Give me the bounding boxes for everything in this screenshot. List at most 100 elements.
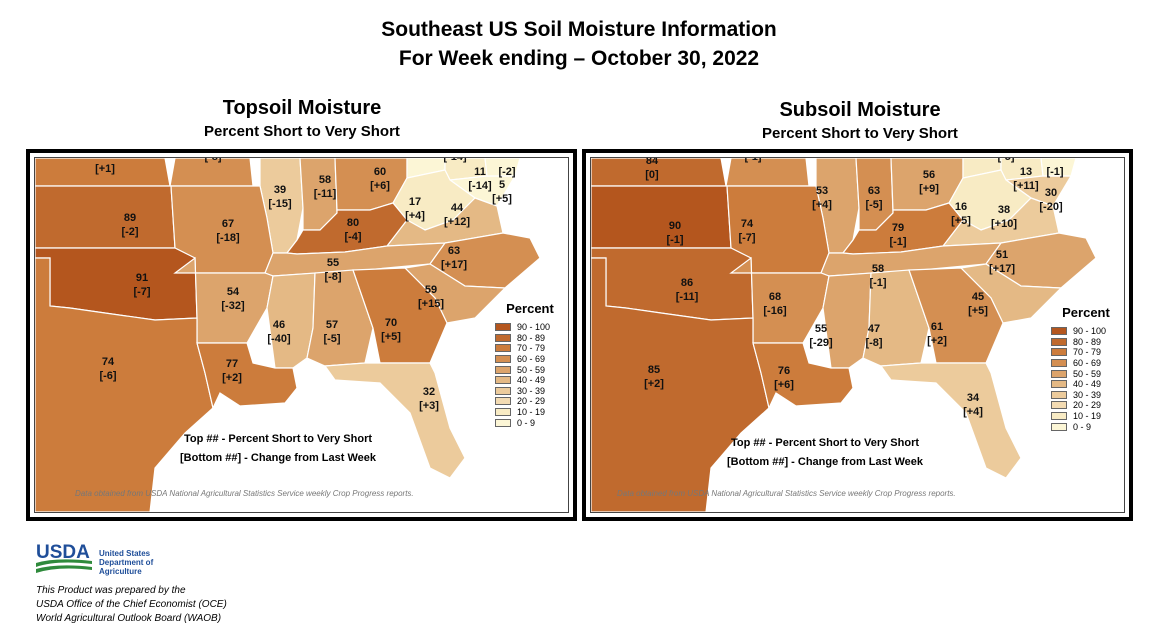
state-kansas: [35, 185, 176, 249]
state-change: [-1]: [666, 234, 684, 246]
state-change: [-29]: [809, 337, 833, 349]
state-value: 47: [867, 323, 881, 335]
state-value: 60: [373, 166, 387, 178]
legend-item: 10 - 19: [1051, 411, 1121, 422]
dept-line-2: Department of: [99, 558, 154, 567]
legend-label: 60 - 69: [517, 354, 546, 365]
legend-swatch: [495, 408, 511, 417]
state-georgia: [908, 267, 1004, 364]
legend-swatch: [495, 355, 511, 364]
legend-item: 0 - 9: [1051, 421, 1121, 432]
state-value: 74: [740, 218, 754, 230]
state-change: [-32]: [221, 300, 245, 312]
state-value: 51: [995, 249, 1009, 261]
legend-item: 30 - 39: [495, 386, 565, 397]
state-label-nebraska: [+1]: [95, 162, 115, 176]
legend-label: 90 - 100: [1073, 326, 1107, 337]
state-change: [+2]: [644, 378, 664, 390]
legend-item: 60 - 69: [1051, 358, 1121, 369]
state-label-oklahoma: 91 [-7]: [133, 271, 150, 299]
state-northeast: [484, 158, 521, 177]
legend-label: 60 - 69: [1073, 358, 1102, 369]
credit-line-1: This Product was prepared by the: [36, 585, 186, 596]
subsoil-map-panel: 84 [0] [-1] 53 [+4] 63 [-5] 56 [+9] [-5] 13 [+11] 30…: [582, 149, 1133, 521]
legend: Percent 90 - 100 80 - 89 70 - 79 60 - 69 50 -…: [1051, 305, 1121, 432]
legend-swatch: [495, 418, 511, 427]
state-change: [+2]: [222, 372, 242, 384]
legend-item: 30 - 39: [1051, 390, 1121, 401]
state-label-mississippi: 46 [-40]: [267, 318, 290, 346]
legend-label: 90 - 100: [517, 322, 551, 333]
state-georgia: [352, 267, 448, 364]
state-value: 70: [384, 317, 398, 329]
state-label-iowa: [-8]: [204, 158, 221, 164]
legend-swatch: [495, 344, 511, 353]
state-value: 54: [226, 286, 240, 298]
state-change: [-18]: [216, 232, 240, 244]
state-map-0: [35, 158, 541, 512]
subsoil-subtitle: Percent Short to Very Short: [762, 125, 958, 142]
state-change: [-1]: [744, 157, 762, 163]
state-value: 30: [1044, 187, 1058, 199]
state-change: [+15]: [418, 298, 444, 310]
state-change: [-14]: [443, 157, 467, 163]
topsoil-heading: Topsoil Moisture Percent Short to Very S…: [152, 95, 452, 143]
state-label-florida: 32 [+3]: [419, 385, 439, 413]
state-label-south-carolina: 45 [+5]: [968, 290, 988, 318]
state-change: [-16]: [763, 305, 787, 317]
state-value: 90: [668, 220, 682, 232]
state-label-ohio: 60 [+6]: [370, 165, 390, 193]
state-label-west-virginia: 17 [+4]: [405, 195, 425, 223]
state-value: 58: [318, 174, 332, 186]
state-value: 55: [326, 257, 340, 269]
legend-label: 10 - 19: [1073, 411, 1102, 422]
state-label-pennsylvania: [-14]: [443, 157, 467, 164]
state-value: 39: [273, 184, 287, 196]
title-line-2: For Week ending – October 30, 2022: [398, 47, 760, 70]
state-change: [-5]: [323, 333, 341, 345]
legend-swatch: [495, 376, 511, 385]
legend-label: 50 - 59: [1073, 368, 1102, 379]
state-change: [+6]: [370, 180, 390, 192]
state-louisiana: [196, 342, 298, 410]
legend-label: 70 - 79: [1073, 347, 1102, 358]
legend-swatch: [1051, 380, 1067, 389]
state-value: 67: [221, 218, 235, 230]
label-explanation: Top ## - Percent Short to Very Short [Bot…: [727, 434, 923, 472]
state-label-nebraska: 84 [0]: [645, 158, 658, 182]
legend-label: 0 - 9: [1073, 421, 1092, 432]
source-note: Data obtained from USDA National Agricul…: [617, 489, 956, 498]
state-change: [+2]: [927, 335, 947, 347]
state-value: 55: [814, 323, 828, 335]
state-value: 46: [272, 319, 286, 331]
legend-label: 10 - 19: [517, 407, 546, 418]
state-label-kentucky: 79 [-1]: [889, 221, 906, 249]
state-change: [-5]: [997, 157, 1015, 163]
state-label-ohio: 56 [+9]: [919, 168, 939, 196]
state-change: [-7]: [738, 232, 756, 244]
legend-item: 70 - 79: [1051, 347, 1121, 358]
legend-item: 0 - 9: [495, 417, 565, 428]
legend-label: 0 - 9: [517, 417, 536, 428]
state-value: 63: [867, 185, 881, 197]
state-label-northeast: [-2]: [498, 165, 515, 179]
state-value: 13: [1019, 166, 1033, 178]
state-value: 44: [450, 202, 464, 214]
state-change: [-15]: [268, 198, 292, 210]
state-value: 77: [225, 358, 239, 370]
legend-swatch: [1051, 369, 1067, 378]
state-value: 86: [680, 277, 694, 289]
legend-label: 40 - 49: [517, 375, 546, 386]
subsoil-title: Subsoil Moisture: [779, 99, 941, 121]
state-change: [+4]: [812, 199, 832, 211]
state-label-north-carolina: 51 [+17]: [989, 248, 1015, 276]
state-change: [+9]: [919, 183, 939, 195]
state-value: 45: [971, 291, 985, 303]
product-credits: This Product was prepared by the USDA Of…: [36, 584, 227, 626]
state-value: 57: [325, 319, 339, 331]
state-value: 68: [768, 291, 782, 303]
state-change: [+1]: [95, 163, 115, 175]
explanation-line-2: [Bottom ##] - Change from Last Week: [727, 456, 923, 468]
state-label-mississippi: 55 [-29]: [809, 322, 832, 350]
state-change: [+5]: [381, 331, 401, 343]
